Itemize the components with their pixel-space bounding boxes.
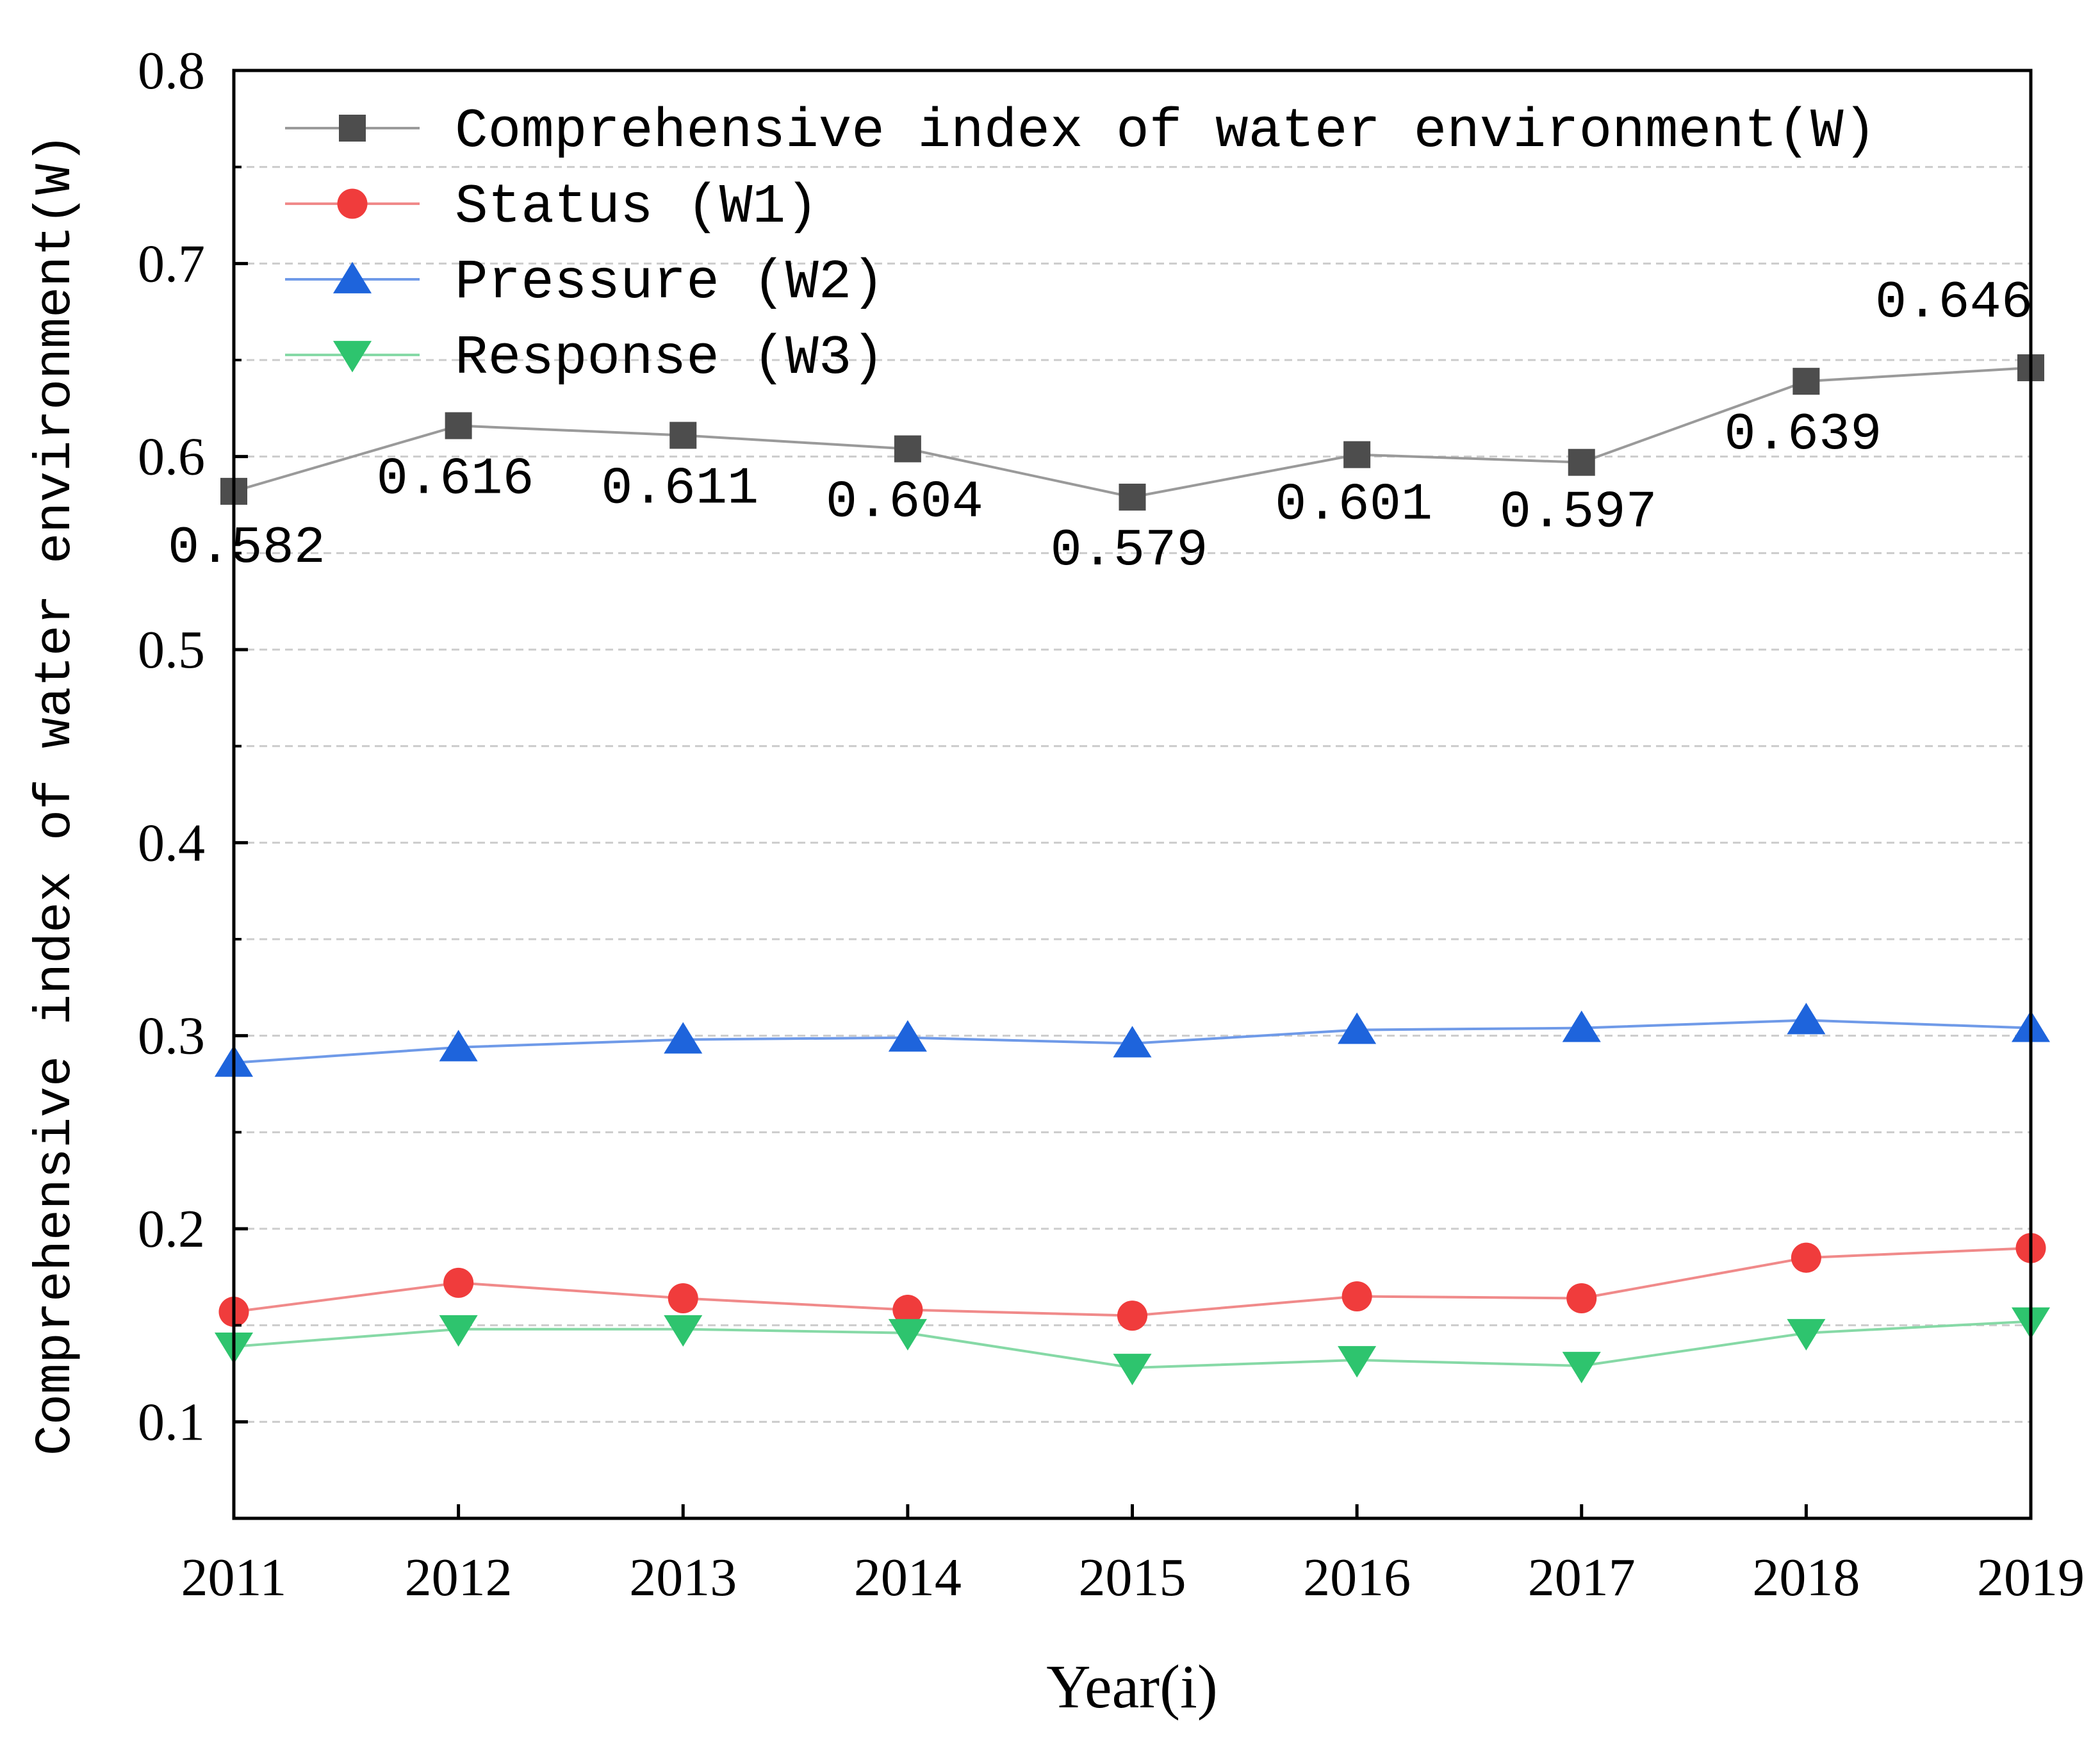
- legend-item: Response (W3): [285, 327, 885, 390]
- legend: Comprehensive index of water environment…: [285, 100, 1876, 390]
- data-point: [669, 422, 697, 449]
- legend-marker: [332, 261, 372, 293]
- series-0: [220, 354, 2044, 511]
- data-point: [668, 1283, 698, 1313]
- data-point: [888, 1318, 927, 1351]
- legend-item: Comprehensive index of water environment…: [285, 100, 1876, 163]
- data-point: [892, 1295, 923, 1326]
- data-point: [439, 1030, 478, 1062]
- data-point: [664, 1022, 703, 1054]
- legend-item: Pressure (W2): [285, 251, 885, 314]
- data-label: 0.601: [1275, 475, 1432, 535]
- data-point: [888, 1020, 927, 1052]
- legend-label: Pressure (W2): [455, 251, 885, 314]
- data-label: 0.582: [168, 518, 325, 578]
- x-tick-label: 2013: [629, 1548, 737, 1607]
- legend-item: Status (W1): [285, 176, 819, 238]
- x-tick-label: 2011: [181, 1548, 287, 1607]
- data-point: [1566, 1283, 1597, 1313]
- x-tick-label: 2016: [1303, 1548, 1411, 1607]
- data-point: [1113, 1026, 1152, 1058]
- data-point: [664, 1315, 703, 1347]
- series-1: [218, 1233, 2046, 1331]
- data-label: 0.646: [1875, 273, 2033, 332]
- legend-label: Comprehensive index of water environment…: [455, 100, 1876, 163]
- y-tick-label: 0.5: [138, 620, 205, 680]
- data-point: [1338, 1012, 1377, 1044]
- data-labels: 0.582 0.616 0.611 0.604 0.579 0.601 0.597 0.639…: [168, 273, 2033, 580]
- x-axis-title: Year(i): [1046, 1652, 1218, 1721]
- x-tick-label: 2014: [854, 1548, 962, 1607]
- data-point: [1338, 1346, 1377, 1378]
- legend-marker: [337, 188, 368, 219]
- data-point: [1119, 483, 1146, 511]
- data-point: [1117, 1301, 1148, 1331]
- series-layer: [214, 354, 2051, 1386]
- legend-label: Status (W1): [455, 176, 819, 238]
- series-2: [214, 1003, 2051, 1077]
- x-tick-label: 2012: [405, 1548, 513, 1607]
- legend-label: Response (W3): [455, 327, 885, 390]
- data-point: [439, 1315, 478, 1347]
- y-tick-label: 0.8: [138, 41, 205, 101]
- y-axis-title: Comprehensive index of water environment…: [27, 133, 85, 1456]
- x-tick-label: 2019: [1977, 1548, 2085, 1607]
- y-tick-label: 0.2: [138, 1199, 205, 1259]
- data-label: 0.579: [1050, 521, 1208, 580]
- axis-ticks: 0.1 0.2 0.3 0.4 0.5 0.6 0.7 0.8 2011 2012 2013 2014…: [138, 41, 2085, 1607]
- data-point: [445, 412, 472, 439]
- data-label: 0.616: [377, 449, 534, 509]
- y-tick-label: 0.7: [138, 234, 205, 293]
- legend-marker: [339, 115, 366, 142]
- data-label: 0.597: [1500, 483, 1657, 543]
- data-point: [1792, 368, 1820, 395]
- data-point: [1343, 441, 1371, 468]
- x-tick-label: 2015: [1079, 1548, 1186, 1607]
- data-label: 0.639: [1724, 405, 1882, 464]
- data-point: [894, 435, 921, 463]
- x-tick-label: 2018: [1752, 1548, 1860, 1607]
- data-point: [1562, 1352, 1601, 1384]
- y-tick-label: 0.1: [138, 1392, 205, 1452]
- data-label: 0.611: [601, 459, 759, 519]
- data-point: [1341, 1281, 1372, 1311]
- x-tick-label: 2017: [1528, 1548, 1636, 1607]
- data-point: [1562, 1010, 1601, 1042]
- data-point: [1113, 1354, 1152, 1386]
- data-point: [1787, 1003, 1826, 1035]
- data-label: 0.604: [826, 473, 983, 532]
- data-point: [1568, 448, 1595, 476]
- data-point: [443, 1267, 474, 1298]
- legend-marker: [332, 341, 372, 373]
- data-point: [1791, 1242, 1821, 1273]
- data-point: [1787, 1318, 1826, 1351]
- y-tick-label: 0.3: [138, 1006, 205, 1066]
- y-tick-label: 0.4: [138, 813, 205, 873]
- y-tick-label: 0.6: [138, 427, 205, 487]
